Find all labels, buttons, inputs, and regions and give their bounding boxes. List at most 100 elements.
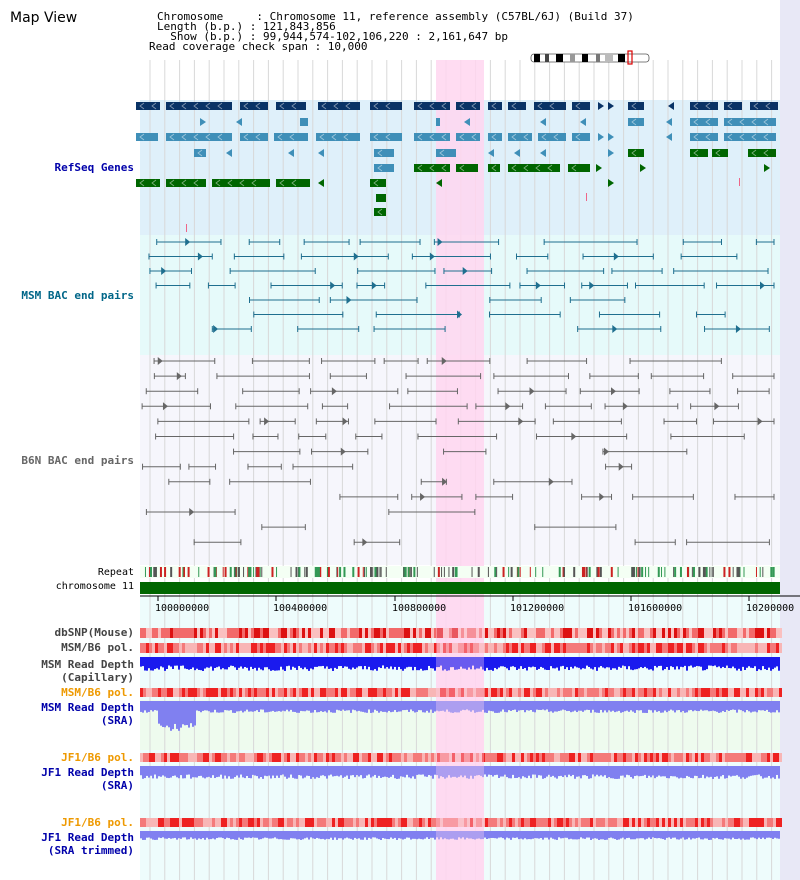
gene-strand-mark bbox=[417, 102, 423, 110]
read-depth-bar bbox=[230, 766, 232, 779]
polymorphism-cell bbox=[314, 643, 317, 653]
read-depth-bar bbox=[554, 701, 556, 712]
track-label-msm-depth-capillary[interactable]: MSM Read Depth (Capillary) bbox=[41, 658, 134, 684]
read-depth-bar bbox=[198, 831, 200, 839]
polymorphism-cell bbox=[305, 753, 308, 762]
read-depth-bar bbox=[664, 701, 666, 711]
gene-strand-mark bbox=[441, 133, 447, 141]
track-label-msm-depth-sra[interactable]: MSM Read Depth (SRA) bbox=[41, 701, 134, 727]
gene-strand-mark bbox=[321, 102, 327, 110]
read-depth-bar bbox=[338, 657, 340, 667]
polymorphism-cell bbox=[632, 818, 635, 827]
read-depth-bar bbox=[198, 766, 200, 777]
read-depth-bar bbox=[290, 701, 292, 710]
polymorphism-cell bbox=[629, 643, 632, 653]
read-depth-bar bbox=[302, 701, 304, 712]
read-depth-bar bbox=[634, 657, 636, 670]
polymorphism-cell bbox=[287, 753, 290, 762]
polymorphism-cell bbox=[542, 818, 545, 827]
polymorphism-cell bbox=[464, 628, 467, 638]
read-depth-bar bbox=[740, 831, 742, 840]
read-depth-bar bbox=[510, 701, 512, 711]
read-depth-bar bbox=[544, 766, 546, 779]
polymorphism-cell bbox=[470, 628, 473, 638]
read-depth-bar bbox=[184, 831, 186, 838]
bac-end-arrow bbox=[757, 417, 763, 426]
polymorphism-cell bbox=[578, 753, 581, 762]
read-depth-bar bbox=[752, 701, 754, 712]
polymorphism-cell bbox=[725, 628, 728, 638]
read-depth-bar bbox=[412, 766, 414, 777]
track-label-refseq[interactable]: RefSeq Genes bbox=[54, 161, 134, 174]
read-depth-bar bbox=[404, 831, 406, 839]
polymorphism-cell bbox=[251, 753, 254, 762]
track-label-msm-bac[interactable]: MSM BAC end pairs bbox=[21, 289, 134, 302]
read-depth-bar bbox=[488, 766, 490, 775]
track-label-dbsnp[interactable]: dbSNP(Mouse) bbox=[54, 626, 134, 639]
read-depth-bar bbox=[672, 831, 674, 838]
gene-strand-mark bbox=[193, 102, 199, 110]
polymorphism-cell bbox=[530, 818, 533, 827]
read-depth-bar bbox=[772, 701, 774, 713]
read-depth-bar bbox=[356, 657, 358, 668]
polymorphism-cell bbox=[371, 818, 374, 827]
read-depth-bar bbox=[770, 701, 772, 713]
read-depth-bar bbox=[370, 766, 372, 778]
read-depth-bar bbox=[222, 657, 224, 669]
read-depth-bar bbox=[582, 766, 584, 776]
read-depth-bar bbox=[686, 831, 688, 840]
polymorphism-cell bbox=[530, 753, 533, 762]
read-depth-bar bbox=[466, 766, 468, 779]
read-depth-bar bbox=[590, 657, 592, 669]
track-label-b6n-bac[interactable]: B6N BAC end pairs bbox=[21, 454, 134, 467]
track-label-jf1-depth-trimmed[interactable]: JF1 Read Depth (SRA trimmed) bbox=[41, 831, 134, 857]
read-depth-bar bbox=[748, 831, 750, 840]
polymorphism-cell bbox=[287, 688, 290, 697]
gene-strand-mark bbox=[727, 102, 733, 110]
track-label-jf1-b6-pol-trim[interactable]: JF1/B6 pol. bbox=[61, 816, 134, 829]
read-depth-bar bbox=[420, 701, 422, 711]
read-depth-bar bbox=[540, 766, 542, 776]
axis-tick-label: 100400000 bbox=[273, 603, 328, 614]
read-depth-bar bbox=[232, 831, 234, 840]
read-depth-bar bbox=[234, 701, 236, 713]
read-depth-bar bbox=[268, 701, 270, 712]
read-depth-bar bbox=[178, 701, 180, 731]
polymorphism-cell bbox=[284, 628, 287, 638]
read-depth-bar bbox=[430, 766, 432, 776]
gene-strand-mark bbox=[331, 133, 337, 141]
repeat-mark bbox=[336, 567, 338, 577]
track-label-jf1-depth-sra[interactable]: JF1 Read Depth (SRA) bbox=[41, 766, 134, 792]
gene-strand-mark bbox=[763, 149, 769, 157]
track-label-msm-b6-pol-sra[interactable]: MSM/B6 pol. bbox=[61, 686, 134, 699]
bac-end-arrow bbox=[371, 281, 377, 290]
repeat-mark bbox=[711, 567, 713, 577]
read-depth-bar bbox=[564, 701, 566, 711]
read-depth-bar bbox=[480, 701, 482, 712]
polymorphism-cell bbox=[416, 688, 419, 697]
repeat-mark bbox=[597, 567, 599, 577]
repeat-mark bbox=[645, 567, 647, 577]
read-depth-bar bbox=[458, 657, 460, 670]
polymorphism-cell bbox=[758, 688, 761, 697]
polymorphism-cell bbox=[212, 643, 215, 653]
polymorphism-cell bbox=[701, 688, 704, 697]
read-depth-bar bbox=[214, 766, 216, 779]
read-depth-bar bbox=[164, 701, 166, 728]
read-depth-bar bbox=[408, 831, 410, 838]
gene-block bbox=[166, 102, 232, 110]
track-label-jf1-b6-pol[interactable]: JF1/B6 pol. bbox=[61, 751, 134, 764]
read-depth-bar bbox=[246, 766, 248, 776]
polymorphism-cell bbox=[263, 753, 266, 762]
read-depth-bar bbox=[640, 701, 642, 711]
repeat-mark bbox=[519, 567, 521, 577]
read-depth-bar bbox=[576, 766, 578, 777]
read-depth-bar bbox=[406, 766, 408, 775]
polymorphism-cell bbox=[374, 753, 377, 762]
track-label-msm-b6-pol[interactable]: MSM/B6 pol. bbox=[61, 641, 134, 654]
read-depth-bar bbox=[354, 766, 356, 778]
read-depth-bar bbox=[518, 657, 520, 669]
polymorphism-cell bbox=[638, 753, 641, 762]
polymorphism-cell bbox=[755, 688, 758, 697]
